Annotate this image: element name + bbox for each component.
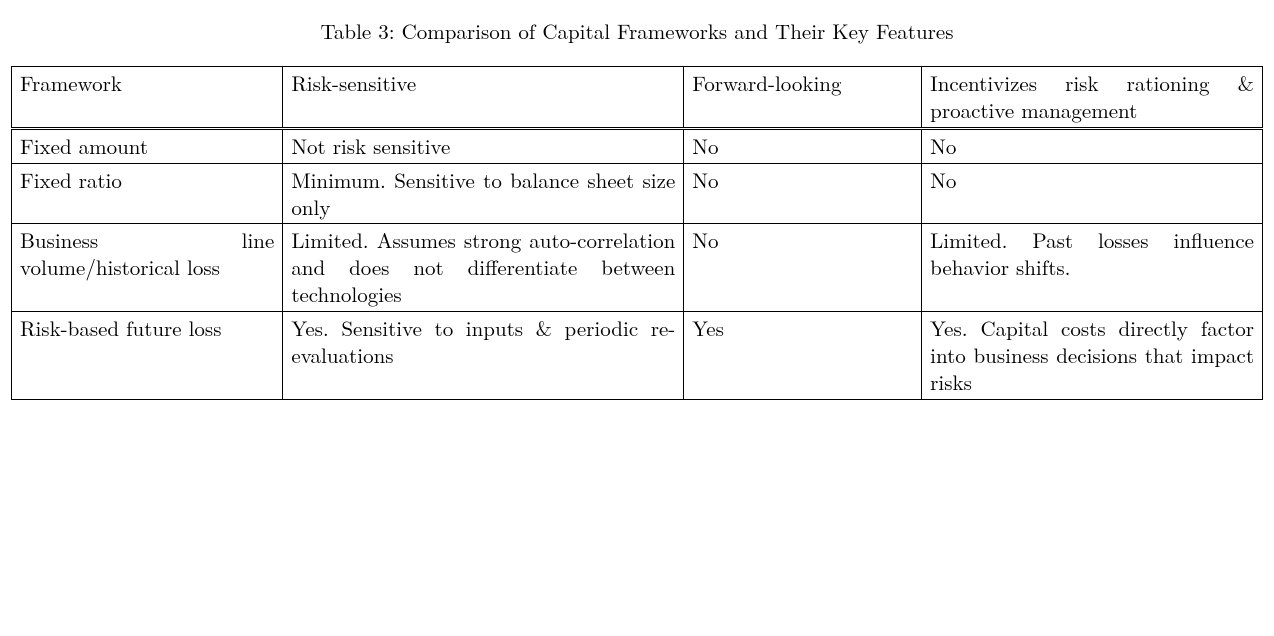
cell-framework: Business line volume/historical loss bbox=[12, 224, 283, 312]
col-header-risk-sensitive: Risk-sensitive bbox=[283, 67, 684, 129]
table-header-row: Framework Risk-sensitive Forward-looking… bbox=[12, 67, 1263, 129]
table-row: Fixed amount Not risk sensitive No No bbox=[12, 128, 1263, 163]
cell-framework: Risk-based future loss bbox=[12, 312, 283, 400]
cell-incentivizes: No bbox=[922, 128, 1263, 163]
cell-risk-sensitive: Minimum. Sensitive to balance sheet size… bbox=[283, 163, 684, 224]
cell-incentivizes: Yes. Capital costs directly factor into … bbox=[922, 312, 1263, 400]
cell-risk-sensitive: Not risk sensitive bbox=[283, 128, 684, 163]
cell-forward-looking: Yes bbox=[684, 312, 922, 400]
table-row: Business line volume/historical loss Lim… bbox=[12, 224, 1263, 312]
table-row: Risk-based future loss Yes. Sensitive to… bbox=[12, 312, 1263, 400]
col-header-forward-looking: Forward-looking bbox=[684, 67, 922, 129]
cell-risk-sensitive: Yes. Sensitive to inputs & periodic re-e… bbox=[283, 312, 684, 400]
col-header-incentivizes: Incentivizes risk rationing & proactive … bbox=[922, 67, 1263, 129]
table-row: Fixed ratio Minimum. Sensitive to balanc… bbox=[12, 163, 1263, 224]
cell-risk-sensitive: Limited. Assumes strong auto-correlation… bbox=[283, 224, 684, 312]
cell-incentivizes: Limited. Past losses influence behavior … bbox=[922, 224, 1263, 312]
cell-forward-looking: No bbox=[684, 128, 922, 163]
cell-forward-looking: No bbox=[684, 163, 922, 224]
capital-frameworks-table: Framework Risk-sensitive Forward-looking… bbox=[11, 66, 1263, 400]
cell-incentivizes: No bbox=[922, 163, 1263, 224]
cell-framework: Fixed ratio bbox=[12, 163, 283, 224]
cell-framework: Fixed amount bbox=[12, 128, 283, 163]
cell-forward-looking: No bbox=[684, 224, 922, 312]
table-caption: Table 3: Comparison of Capital Framework… bbox=[10, 16, 1264, 46]
col-header-framework: Framework bbox=[12, 67, 283, 129]
